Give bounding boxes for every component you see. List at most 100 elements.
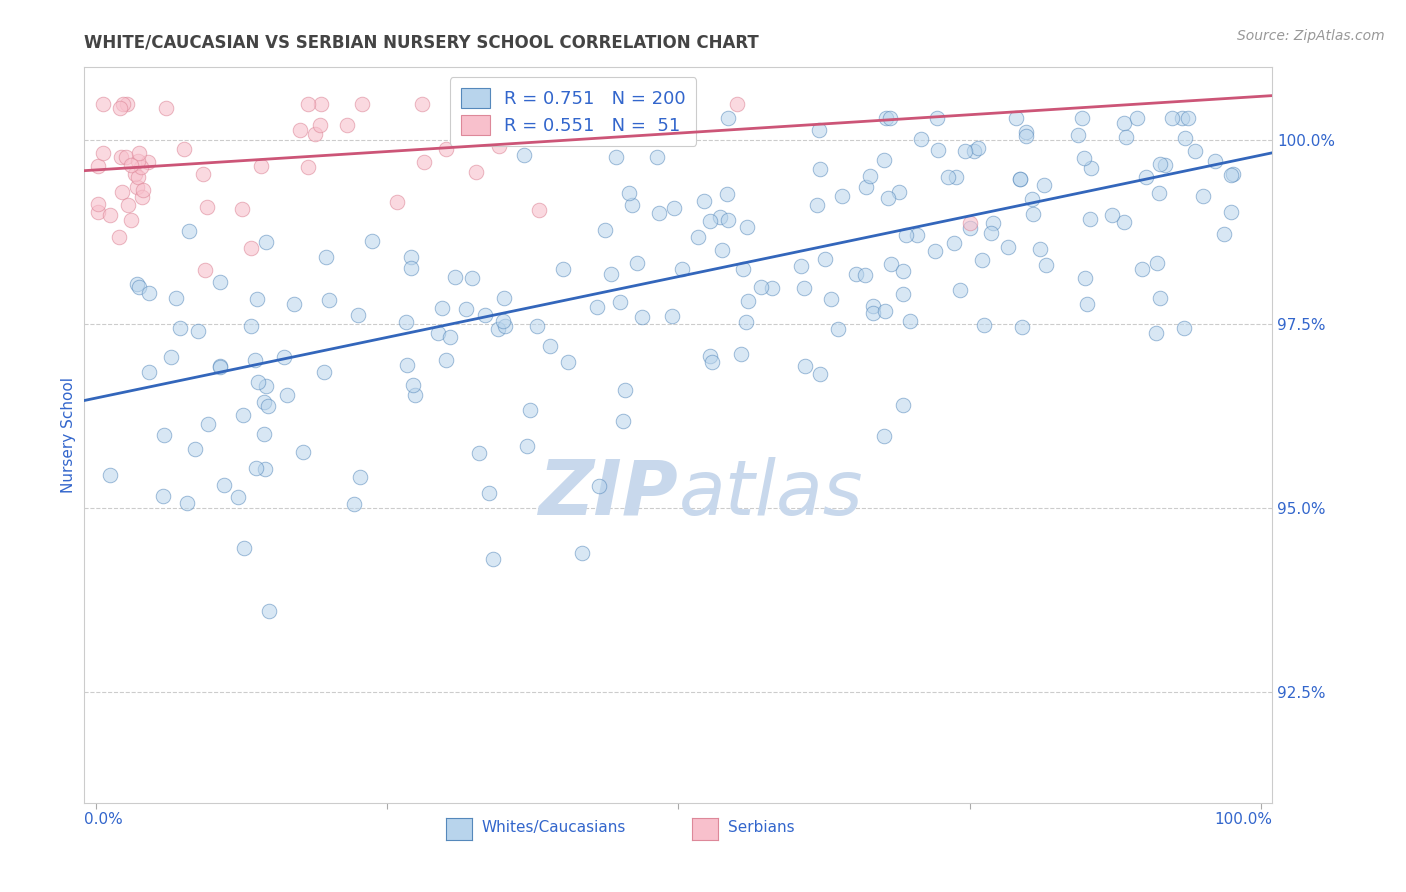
Point [981,216,1004,230]
Point [1080,161,1102,175]
Point [246,292,269,306]
Point [214,478,236,492]
Point [751,279,773,293]
Point [538,339,561,353]
Point [1114,116,1136,130]
Point [112,96,135,111]
Point [110,150,132,164]
Point [936,170,959,185]
Point [519,403,541,417]
Point [152,489,174,503]
Point [385,195,408,210]
Point [513,148,536,162]
Point [945,170,967,185]
Text: ZIP: ZIP [538,457,679,531]
Point [194,262,217,277]
Point [949,283,972,297]
Point [1147,186,1170,200]
Point [111,185,134,199]
Point [661,310,683,324]
Point [737,219,759,234]
Point [641,112,664,126]
Point [1173,321,1195,335]
Point [862,299,884,313]
Point [1144,326,1167,340]
Point [873,429,896,443]
Point [1149,157,1171,171]
Point [1146,256,1168,270]
Point [477,125,499,139]
Point [253,461,276,475]
Point [1154,158,1177,172]
Point [527,202,550,217]
Point [1005,112,1028,126]
Point [734,315,756,329]
Point [1160,112,1182,126]
Point [1021,193,1043,207]
Point [138,286,160,301]
Point [461,271,484,285]
Point [304,127,326,141]
Point [973,318,995,333]
Point [350,96,373,111]
Point [155,101,177,115]
Point [1222,167,1244,181]
Point [1220,168,1243,182]
Point [1149,291,1171,305]
Point [290,123,312,137]
Text: atlas: atlas [679,457,863,531]
Point [1021,207,1043,221]
Point [443,269,465,284]
Point [1011,319,1033,334]
Point [1067,128,1090,142]
Point [1101,208,1123,222]
Point [880,256,903,270]
Point [733,262,755,277]
Point [177,224,200,238]
Point [1014,128,1036,143]
Point [647,206,669,220]
Point [959,221,981,235]
Point [600,267,623,281]
Point [891,264,914,278]
Point [808,123,831,137]
Point [806,198,828,212]
Point [187,324,209,338]
Point [1114,215,1136,229]
Point [273,350,295,364]
Point [831,189,853,203]
Point [208,276,231,290]
Point [612,414,634,428]
Point [240,241,263,255]
Point [411,96,433,111]
Point [93,145,115,160]
Point [254,235,277,249]
Point [1184,144,1206,158]
Point [165,291,187,305]
Point [98,208,121,222]
Point [478,486,501,500]
Point [125,180,148,194]
Point [553,262,575,277]
Point [208,360,231,375]
Point [1080,212,1102,227]
Point [138,365,160,379]
Point [191,167,214,181]
Point [115,150,138,164]
Point [120,213,142,227]
Point [725,96,748,111]
Point [153,428,176,442]
Point [399,261,422,276]
Y-axis label: Nursery School: Nursery School [60,376,76,493]
Point [630,310,652,324]
Point [879,112,901,126]
Point [434,353,457,368]
Point [1071,112,1094,126]
Point [1174,130,1197,145]
Point [254,378,277,392]
Point [717,112,740,126]
Point [898,314,921,328]
Point [492,292,515,306]
Point [820,292,842,306]
Point [1074,271,1097,285]
